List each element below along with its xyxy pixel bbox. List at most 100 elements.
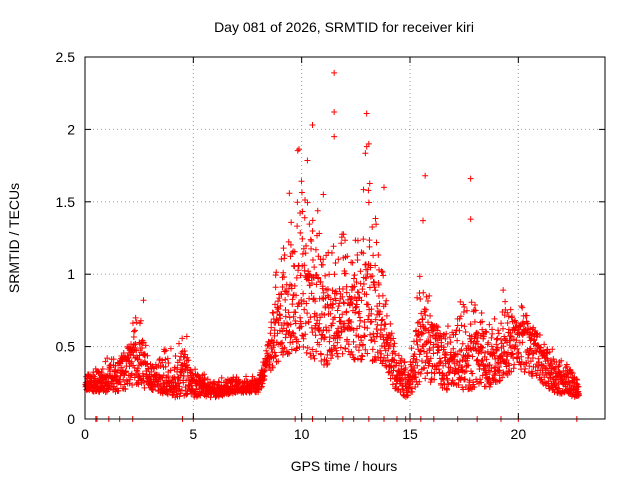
data-point — [316, 320, 323, 327]
data-point — [414, 294, 421, 301]
data-point — [305, 318, 312, 325]
data-point — [327, 310, 334, 317]
data-point — [372, 353, 379, 360]
data-point — [426, 292, 433, 299]
data-point — [525, 369, 532, 376]
data-point — [363, 291, 370, 298]
data-point — [286, 350, 293, 357]
data-point — [412, 370, 419, 377]
data-point — [289, 329, 296, 336]
data-point — [115, 387, 122, 394]
data-point — [171, 364, 178, 371]
data-point — [402, 364, 409, 371]
data-point — [500, 287, 507, 294]
data-point — [142, 342, 149, 349]
data-point — [144, 352, 151, 359]
data-point — [548, 369, 555, 376]
data-point — [574, 384, 581, 391]
data-point — [292, 320, 299, 327]
data-point — [449, 377, 456, 384]
data-point — [179, 335, 186, 342]
data-point — [314, 207, 321, 214]
data-point — [380, 336, 387, 343]
data-point — [488, 365, 495, 372]
data-point — [523, 360, 530, 367]
data-point — [280, 245, 287, 252]
data-point — [293, 292, 300, 299]
data-point — [320, 256, 327, 263]
data-point — [371, 284, 378, 291]
data-point — [145, 366, 152, 373]
data-point — [486, 383, 493, 390]
data-point — [287, 241, 294, 248]
axes — [84, 56, 606, 420]
data-point — [312, 298, 319, 305]
data-point — [306, 221, 313, 228]
data-point — [373, 325, 380, 332]
data-point — [471, 384, 478, 391]
data-point — [278, 255, 285, 262]
data-point — [261, 368, 268, 375]
data-point — [505, 326, 512, 333]
data-point — [333, 290, 340, 297]
data-point — [309, 346, 316, 353]
data-point — [291, 282, 298, 289]
data-point — [318, 357, 325, 364]
data-point — [372, 262, 379, 269]
data-point — [362, 261, 369, 268]
data-point — [351, 272, 358, 279]
data-point — [282, 288, 289, 295]
data-point — [438, 335, 445, 342]
data-point — [262, 366, 269, 373]
data-point — [361, 324, 368, 331]
data-point — [188, 382, 195, 389]
data-point — [491, 372, 498, 379]
data-point — [308, 324, 315, 331]
data-point — [275, 358, 282, 365]
data-point — [99, 366, 106, 373]
data-point — [366, 243, 373, 250]
data-point — [465, 352, 472, 359]
data-point — [364, 350, 371, 357]
data-point — [350, 338, 357, 345]
data-point — [286, 328, 293, 335]
data-point — [317, 278, 324, 285]
data-point — [288, 219, 295, 226]
data-point — [415, 331, 422, 338]
data-point — [371, 338, 378, 345]
data-point — [418, 347, 425, 354]
data-point — [529, 354, 536, 361]
data-point — [499, 308, 506, 315]
data-point — [295, 338, 302, 345]
data-point — [500, 343, 507, 350]
data-point — [365, 187, 372, 194]
data-point — [348, 318, 355, 325]
data-point — [344, 253, 351, 260]
data-point — [508, 368, 515, 375]
data-point — [348, 348, 355, 355]
data-point — [133, 319, 140, 326]
data-point — [299, 332, 306, 339]
data-point — [301, 306, 308, 313]
data-point — [309, 329, 316, 336]
data-point — [120, 349, 127, 356]
data-point — [479, 372, 486, 379]
data-point — [495, 327, 502, 334]
data-point — [570, 375, 577, 382]
data-point — [467, 175, 474, 182]
data-point — [358, 297, 365, 304]
data-point — [339, 350, 346, 357]
data-point — [504, 353, 511, 360]
data-point — [511, 318, 518, 325]
data-point — [351, 283, 358, 290]
data-point — [420, 289, 427, 296]
data-point — [477, 376, 484, 383]
data-point — [462, 376, 469, 383]
data-point — [331, 133, 338, 140]
data-point — [277, 340, 284, 347]
data-point — [337, 344, 344, 351]
data-point — [373, 239, 380, 246]
data-point — [479, 318, 486, 325]
data-point — [126, 363, 133, 370]
x-tick-label: 15 — [402, 426, 418, 442]
